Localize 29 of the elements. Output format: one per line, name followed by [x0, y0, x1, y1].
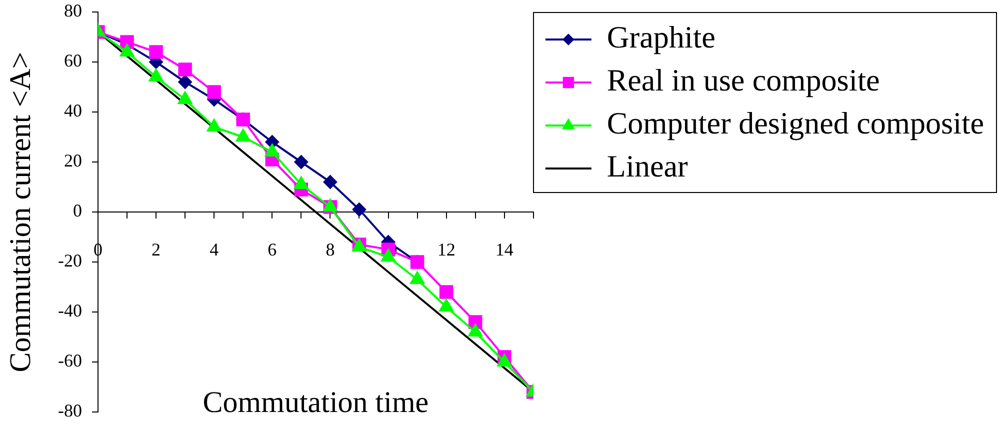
point	[352, 202, 366, 216]
point	[439, 285, 454, 299]
x-tick-label: 12	[437, 240, 456, 260]
legend-label: Real in use composite	[606, 62, 880, 98]
legend-label: Linear	[606, 148, 688, 184]
y-tick-label: 20	[64, 150, 82, 171]
legend-label: Graphite	[606, 20, 716, 55]
point	[323, 175, 338, 189]
point	[149, 45, 163, 59]
point	[294, 155, 308, 169]
y-tick-label: -60	[58, 350, 82, 371]
x-tick-label: 8	[326, 240, 335, 260]
x-tick-label: 4	[210, 240, 219, 260]
y-tick-label: 80	[64, 0, 82, 21]
x-tick-label: 14	[495, 240, 514, 260]
y-tick-label: 40	[64, 100, 82, 121]
y-tick-label: -20	[58, 250, 82, 271]
point	[207, 85, 221, 99]
x-tick-label: 6	[268, 240, 277, 260]
point	[178, 62, 192, 76]
y-tick-label: 60	[64, 50, 82, 71]
legend-label: Computer designed composite	[606, 106, 984, 141]
y-tick-label: -80	[58, 400, 82, 421]
point	[178, 75, 192, 89]
y-axis-title: Commutation current <A>	[4, 52, 37, 372]
y-tick-label: 0	[73, 200, 82, 221]
x-axis-title: Commutation time	[202, 386, 429, 419]
x-tick-label: 2	[152, 240, 161, 260]
y-tick-label: -40	[58, 300, 82, 321]
